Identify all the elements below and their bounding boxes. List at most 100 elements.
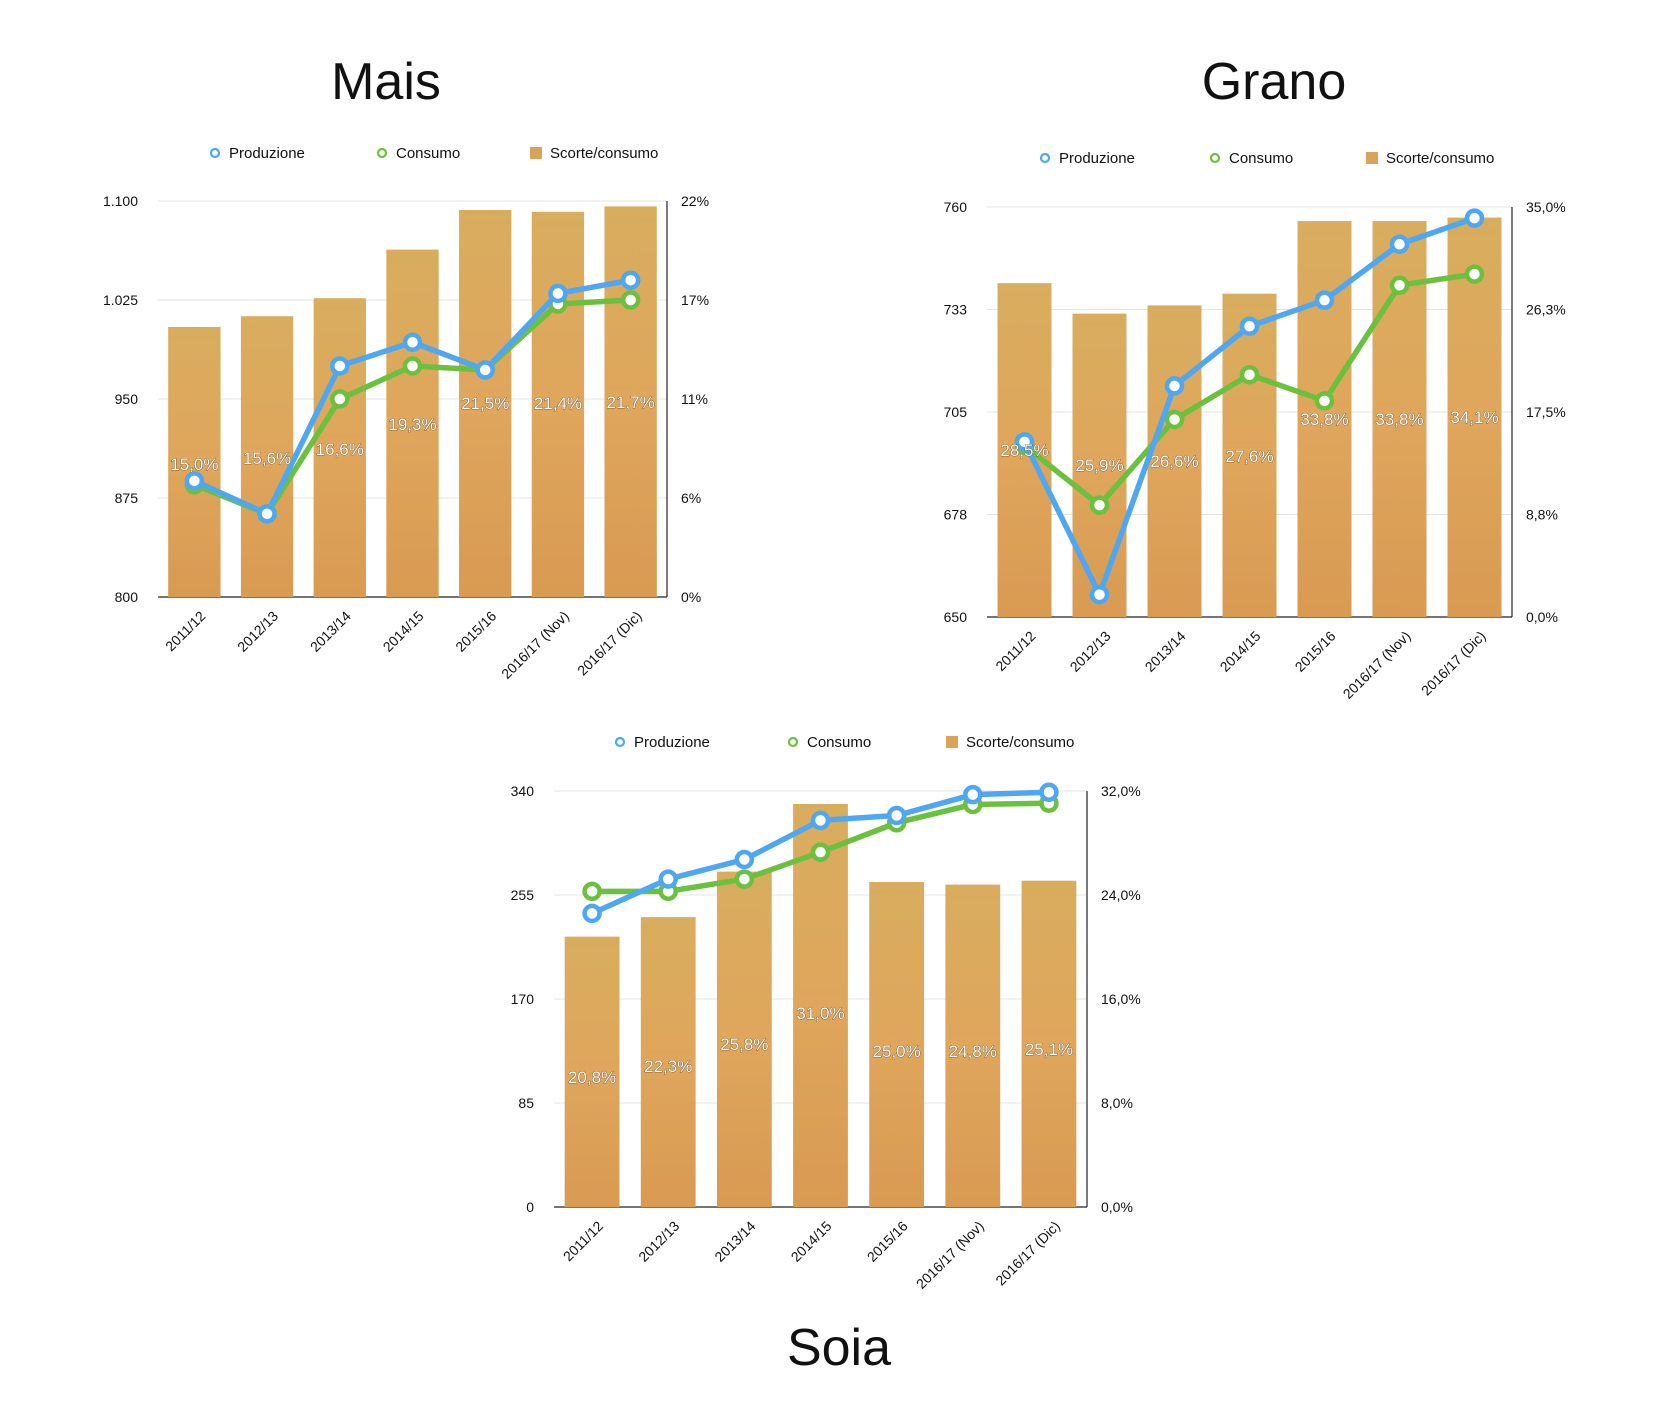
legend-label: Produzione — [229, 145, 305, 162]
legend-marker-scorte — [1366, 152, 1378, 164]
category-label: 2016/17 (Nov) — [1340, 628, 1414, 702]
left-tick-label: 85 — [518, 1095, 534, 1111]
legend-label: Consumo — [1229, 150, 1293, 167]
bar — [1072, 313, 1127, 617]
right-tick-label: 0,0% — [1526, 609, 1558, 625]
right-tick-label: 11% — [681, 391, 708, 407]
data-label: 27,6% — [1225, 447, 1273, 466]
legend-label: Consumo — [807, 734, 871, 751]
bar — [1147, 305, 1202, 617]
data-label: 25,0% — [873, 1042, 921, 1061]
point-produzione — [1164, 376, 1185, 396]
data-label: 19,3% — [388, 415, 436, 434]
bar — [1021, 880, 1077, 1207]
point-produzione — [1014, 432, 1035, 452]
point-consumo — [734, 869, 755, 889]
right-tick-label: 8,0% — [1101, 1095, 1133, 1111]
right-tick-label: 17,5% — [1526, 404, 1566, 420]
category-label: 2011/12 — [992, 628, 1039, 675]
point-consumo — [330, 389, 350, 409]
point-produzione — [1389, 234, 1410, 255]
point-produzione — [1464, 208, 1485, 228]
point-produzione — [582, 903, 602, 924]
point-consumo — [1389, 275, 1410, 296]
right-tick-label: 16,0% — [1101, 991, 1141, 1007]
data-label: 25,8% — [720, 1035, 768, 1054]
right-tick-label: 6% — [681, 490, 701, 506]
legend-marker-consumo — [1209, 152, 1221, 164]
point-consumo — [402, 356, 423, 376]
data-label: 24,8% — [949, 1042, 997, 1061]
left-tick-label: 950 — [115, 391, 139, 407]
right-tick-label: 35,0% — [1526, 199, 1566, 215]
right-tick-label: 17% — [681, 292, 709, 308]
legend-marker-consumo — [787, 736, 799, 748]
legend-marker-produzione — [1039, 152, 1051, 164]
data-label: 25,1% — [1025, 1040, 1073, 1059]
legend-marker-scorte — [530, 147, 542, 159]
point-produzione — [330, 356, 350, 376]
category-label: 2016/17 (Dic) — [574, 608, 645, 679]
point-produzione — [475, 360, 495, 380]
chart-grano: 650 678 705 733 760 0,0% 8,8% 17,5% 26,3% 35,0% 20… — [944, 150, 1566, 702]
bar — [564, 936, 620, 1207]
category-label: 2013/14 — [1142, 628, 1189, 675]
category-label: 2014/15 — [1217, 628, 1264, 675]
data-label: 28,5% — [1000, 441, 1048, 460]
left-tick-label: 0 — [526, 1199, 534, 1215]
data-label: 22,3% — [644, 1057, 692, 1076]
category-label: 2016/17 (Nov) — [913, 1218, 987, 1292]
legend-marker-produzione — [614, 736, 626, 748]
point-produzione — [1039, 782, 1059, 802]
point-produzione — [1089, 584, 1110, 605]
point-produzione — [658, 869, 678, 889]
legend-label: Produzione — [1059, 150, 1135, 167]
category-label: 2015/16 — [452, 608, 499, 655]
chart-title-mais: Mais — [331, 53, 441, 111]
bar — [945, 884, 1001, 1207]
left-tick-label: 800 — [115, 589, 139, 605]
category-label: 2016/17 (Nov) — [498, 608, 572, 682]
left-tick-label: 255 — [511, 887, 535, 903]
left-tick-label: 705 — [944, 404, 968, 420]
bar — [1222, 293, 1277, 617]
point-produzione — [886, 805, 907, 826]
legend-marker-produzione — [209, 147, 221, 159]
legend-marker-scorte — [946, 736, 958, 748]
category-label: 2013/14 — [711, 1218, 758, 1265]
bar — [531, 211, 585, 598]
category-label: 2016/17 (Dic) — [992, 1218, 1063, 1289]
point-produzione — [1239, 316, 1260, 337]
bar — [459, 210, 512, 597]
point-produzione — [257, 504, 277, 524]
left-tick-label: 678 — [944, 507, 968, 523]
right-tick-label: 0,0% — [1101, 1199, 1133, 1215]
data-label: 15,0% — [170, 455, 218, 474]
data-label: 21,5% — [461, 394, 509, 413]
point-produzione — [963, 784, 983, 805]
category-label: 2015/16 — [864, 1218, 911, 1265]
category-label: 2012/13 — [635, 1218, 682, 1265]
legend-label: Scorte/consumo — [550, 145, 658, 162]
chart-soia: 0 85 170 255 340 0,0% 8,0% 16,0% 24,0% 32,0% 2011/… — [511, 734, 1141, 1292]
legend-label: Scorte/consumo — [1386, 150, 1494, 167]
point-produzione — [620, 270, 641, 290]
left-tick-label: 875 — [115, 490, 139, 506]
chart-mais: 800 875 950 1.025 1.100 0% 6% 11% 17% 22% 2011/12 2… — [103, 145, 709, 682]
point-consumo — [1089, 495, 1110, 515]
category-label: 2014/15 — [380, 608, 427, 655]
category-label: 2015/16 — [1292, 628, 1339, 675]
data-label: 31,0% — [796, 1004, 844, 1023]
left-tick-label: 1.100 — [103, 193, 138, 209]
point-produzione — [548, 283, 568, 304]
right-tick-label: 32,0% — [1101, 783, 1141, 799]
left-tick-label: 650 — [944, 609, 968, 625]
bar — [1447, 217, 1502, 618]
category-label: 2013/14 — [307, 608, 354, 655]
left-tick-label: 733 — [944, 302, 968, 318]
point-produzione — [184, 471, 205, 491]
data-label: 21,4% — [534, 394, 582, 413]
legend-label: Produzione — [634, 734, 710, 751]
left-tick-label: 760 — [944, 199, 968, 215]
